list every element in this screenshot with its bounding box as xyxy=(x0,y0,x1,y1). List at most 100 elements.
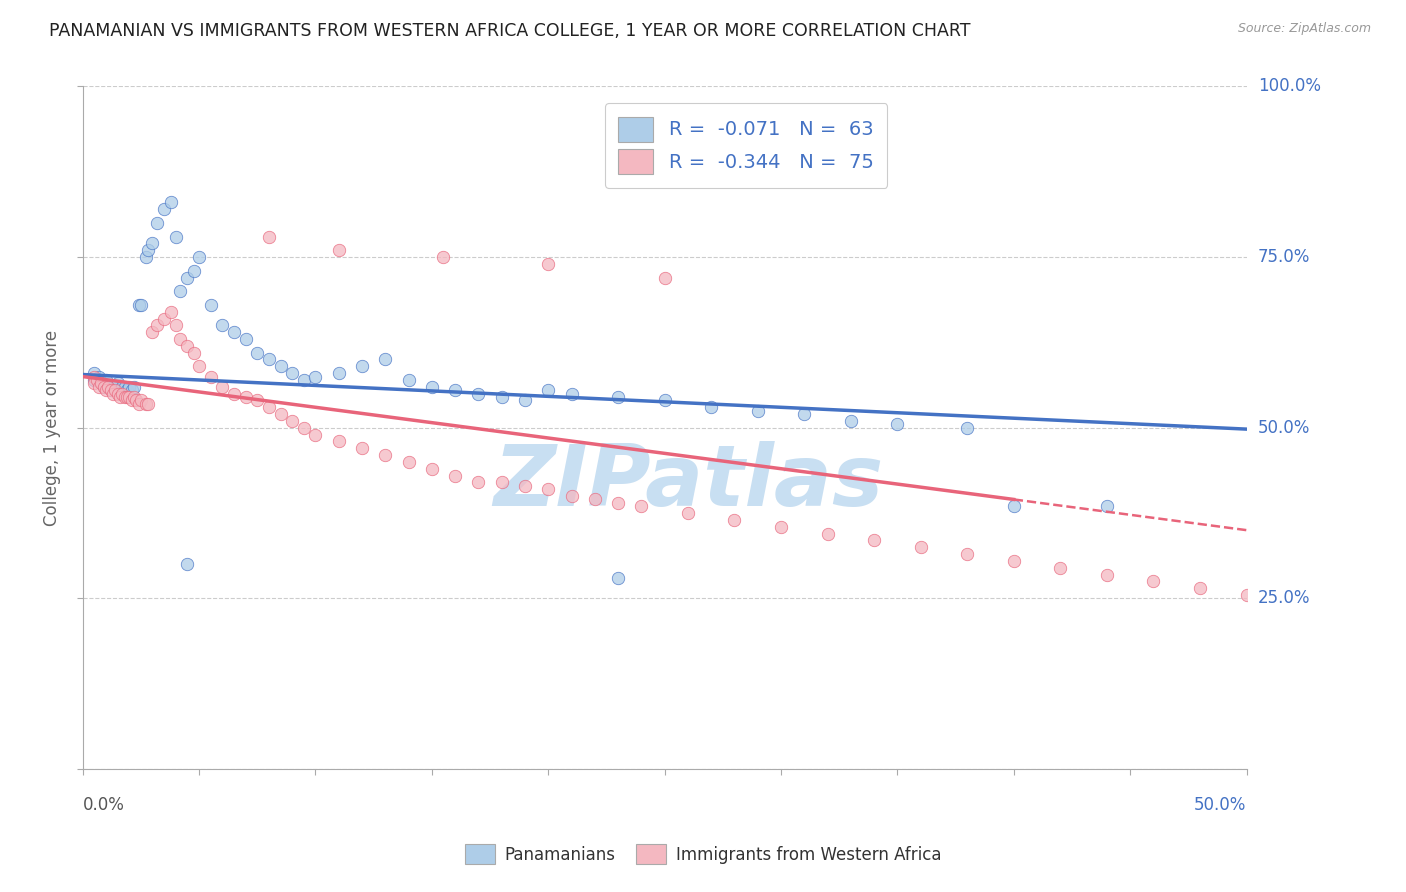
Point xyxy=(115,383,138,397)
Point xyxy=(270,407,292,421)
Point xyxy=(136,397,159,411)
Point xyxy=(104,383,127,397)
Point xyxy=(165,318,187,333)
Text: 50.0%: 50.0% xyxy=(1258,418,1310,437)
Point xyxy=(374,352,396,367)
Y-axis label: College, 1 year or more: College, 1 year or more xyxy=(44,330,60,525)
Point xyxy=(537,482,560,496)
Text: 25.0%: 25.0% xyxy=(1258,590,1310,607)
Point xyxy=(1095,500,1118,514)
Point xyxy=(128,298,150,312)
Point xyxy=(560,386,582,401)
Point xyxy=(1236,588,1258,602)
Point xyxy=(93,380,115,394)
Point xyxy=(176,270,198,285)
Point xyxy=(432,250,454,264)
Point xyxy=(222,325,245,339)
Point xyxy=(257,401,280,415)
Point xyxy=(723,513,745,527)
Point xyxy=(839,414,862,428)
Point xyxy=(100,383,122,397)
Point xyxy=(1095,567,1118,582)
Point xyxy=(97,380,120,394)
Point xyxy=(86,373,108,387)
Point xyxy=(607,571,630,585)
Point xyxy=(420,461,443,475)
Point xyxy=(200,298,222,312)
Point xyxy=(1002,500,1025,514)
Text: 0.0%: 0.0% xyxy=(83,797,125,814)
Point xyxy=(83,366,105,380)
Text: 75.0%: 75.0% xyxy=(1258,248,1310,266)
Point xyxy=(444,468,467,483)
Point xyxy=(863,533,886,548)
Point xyxy=(956,547,979,561)
Point xyxy=(176,558,198,572)
Point xyxy=(97,380,120,394)
Point xyxy=(160,304,183,318)
Point xyxy=(270,359,292,374)
Point xyxy=(90,376,112,391)
Point xyxy=(83,376,105,391)
Point xyxy=(118,390,141,404)
Point xyxy=(246,393,269,408)
Point xyxy=(513,479,536,493)
Point xyxy=(793,407,815,421)
Point xyxy=(169,284,191,298)
Point xyxy=(125,393,148,408)
Point xyxy=(87,369,110,384)
Point xyxy=(101,380,124,394)
Point xyxy=(160,195,183,210)
Point xyxy=(128,397,150,411)
Point xyxy=(121,383,143,397)
Point xyxy=(222,386,245,401)
Point xyxy=(257,352,280,367)
Point xyxy=(169,332,191,346)
Point xyxy=(211,318,233,333)
Point xyxy=(118,380,141,394)
Point xyxy=(94,383,117,397)
Point xyxy=(292,373,315,387)
Point xyxy=(1049,560,1071,574)
Point xyxy=(374,448,396,462)
Point xyxy=(676,506,699,520)
Point xyxy=(607,496,630,510)
Point xyxy=(188,250,211,264)
Point xyxy=(292,421,315,435)
Text: ZIPatlas: ZIPatlas xyxy=(492,441,883,524)
Point xyxy=(491,390,513,404)
Point xyxy=(136,244,159,258)
Text: Source: ZipAtlas.com: Source: ZipAtlas.com xyxy=(1237,22,1371,36)
Point xyxy=(188,359,211,374)
Point xyxy=(304,427,326,442)
Point xyxy=(491,475,513,490)
Point xyxy=(886,417,908,432)
Point xyxy=(420,380,443,394)
Point xyxy=(129,298,152,312)
Point xyxy=(398,373,420,387)
Point xyxy=(1189,581,1212,595)
Point xyxy=(108,383,131,397)
Point xyxy=(304,369,326,384)
Text: 50.0%: 50.0% xyxy=(1194,797,1247,814)
Point xyxy=(467,386,489,401)
Point xyxy=(108,390,131,404)
Text: 100.0%: 100.0% xyxy=(1258,78,1320,95)
Point xyxy=(817,526,839,541)
Point xyxy=(607,390,630,404)
Point xyxy=(183,264,205,278)
Point xyxy=(101,386,124,401)
Point xyxy=(654,270,676,285)
Point xyxy=(146,216,169,230)
Point xyxy=(146,318,169,333)
Point xyxy=(111,380,134,394)
Point xyxy=(211,380,233,394)
Point xyxy=(90,376,112,391)
Point xyxy=(328,366,350,380)
Point xyxy=(153,202,176,217)
Point xyxy=(94,373,117,387)
Point xyxy=(235,390,257,404)
Point xyxy=(129,393,152,408)
Point xyxy=(630,500,652,514)
Point xyxy=(122,380,145,394)
